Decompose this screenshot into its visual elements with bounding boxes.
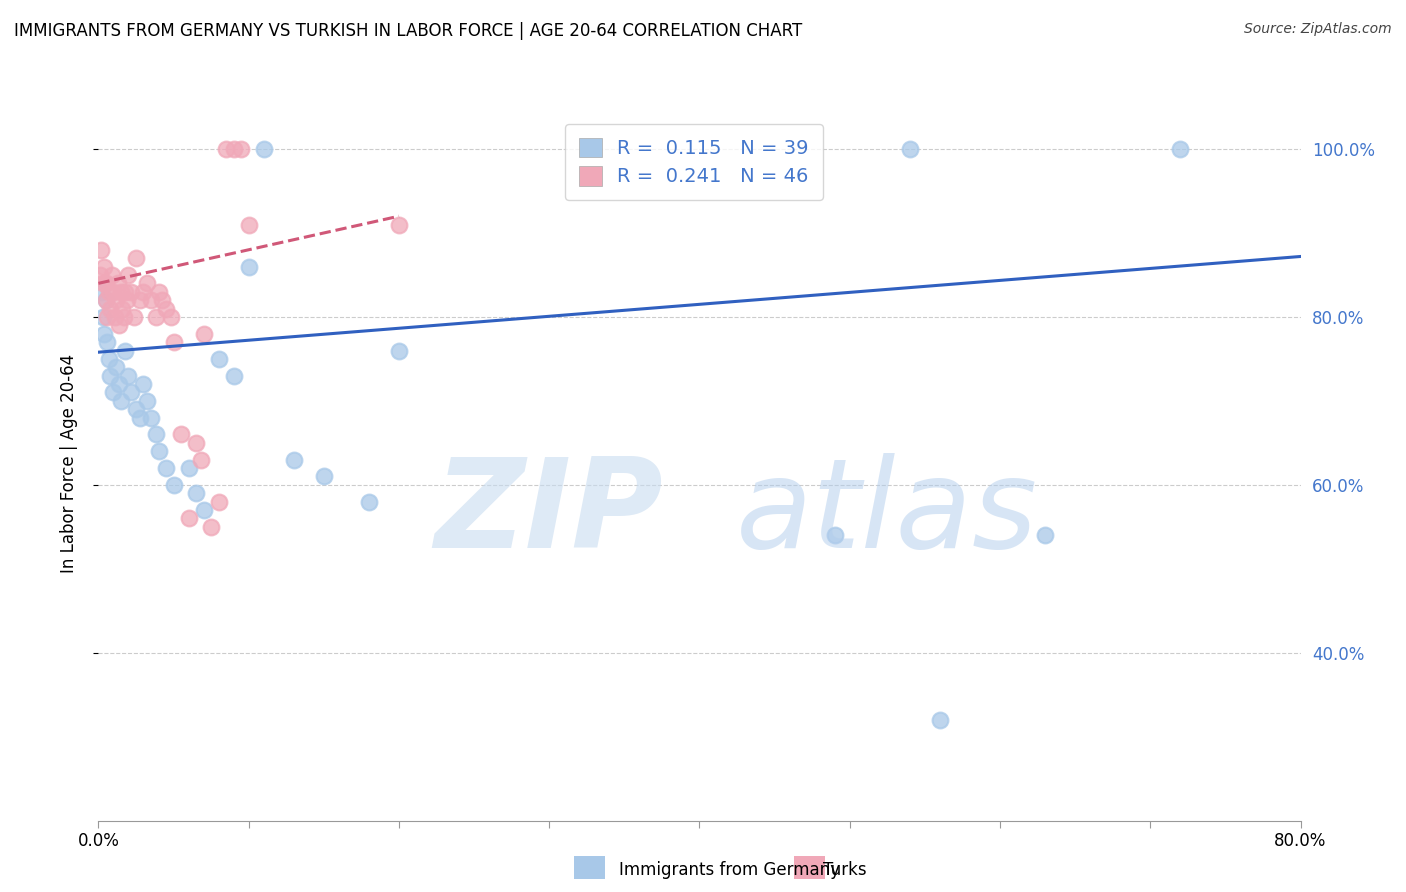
- Point: [215, 142, 238, 156]
- Point: [89, 268, 111, 282]
- Point: [170, 427, 193, 442]
- Point: [312, 469, 335, 483]
- Point: [388, 218, 411, 232]
- Point: [929, 713, 952, 727]
- Text: Source: ZipAtlas.com: Source: ZipAtlas.com: [1244, 22, 1392, 37]
- Point: [283, 452, 305, 467]
- Point: [97, 285, 120, 299]
- Point: [129, 410, 152, 425]
- Point: [155, 301, 177, 316]
- Point: [231, 142, 253, 156]
- Point: [162, 335, 184, 350]
- Point: [253, 142, 276, 156]
- Point: [100, 301, 122, 316]
- Point: [96, 335, 118, 350]
- Point: [208, 351, 231, 366]
- Y-axis label: In Labor Force | Age 20-64: In Labor Force | Age 20-64: [59, 354, 77, 574]
- Point: [159, 310, 181, 324]
- Text: Turks: Turks: [823, 861, 866, 879]
- Point: [824, 528, 846, 542]
- Point: [121, 385, 143, 400]
- Point: [105, 293, 128, 307]
- Point: [208, 494, 231, 508]
- Point: [193, 503, 215, 517]
- Point: [388, 343, 411, 358]
- Point: [184, 486, 207, 500]
- Point: [108, 318, 131, 333]
- Point: [135, 393, 157, 408]
- Point: [145, 427, 167, 442]
- Legend: R =  0.115   N = 39, R =  0.241   N = 46: R = 0.115 N = 39, R = 0.241 N = 46: [565, 124, 823, 200]
- Text: Immigrants from Germany: Immigrants from Germany: [619, 861, 839, 879]
- Point: [105, 360, 128, 375]
- Point: [1033, 528, 1056, 542]
- Point: [117, 368, 139, 383]
- Point: [97, 351, 120, 366]
- Point: [162, 478, 184, 492]
- Point: [193, 326, 215, 341]
- Point: [115, 293, 138, 307]
- Point: [111, 301, 134, 316]
- Point: [155, 461, 177, 475]
- Point: [139, 293, 162, 307]
- Point: [238, 260, 260, 274]
- Point: [177, 461, 200, 475]
- Point: [139, 410, 162, 425]
- Point: [91, 310, 114, 324]
- Point: [132, 377, 155, 392]
- Point: [94, 293, 117, 307]
- Point: [222, 142, 245, 156]
- Point: [222, 368, 245, 383]
- Point: [103, 285, 125, 299]
- Point: [121, 285, 143, 299]
- Point: [114, 285, 136, 299]
- Point: [93, 326, 115, 341]
- Point: [114, 343, 136, 358]
- Point: [238, 218, 260, 232]
- Point: [177, 511, 200, 525]
- Point: [100, 368, 122, 383]
- Point: [125, 251, 148, 265]
- Point: [103, 385, 125, 400]
- Point: [148, 285, 170, 299]
- Point: [101, 268, 124, 282]
- Point: [93, 260, 115, 274]
- Point: [132, 285, 155, 299]
- Point: [112, 310, 135, 324]
- Point: [357, 494, 380, 508]
- Point: [145, 310, 167, 324]
- Point: [108, 377, 131, 392]
- Text: IMMIGRANTS FROM GERMANY VS TURKISH IN LABOR FORCE | AGE 20-64 CORRELATION CHART: IMMIGRANTS FROM GERMANY VS TURKISH IN LA…: [14, 22, 803, 40]
- Point: [129, 293, 152, 307]
- Point: [94, 277, 117, 291]
- Point: [110, 393, 132, 408]
- Point: [184, 435, 207, 450]
- Point: [125, 402, 148, 417]
- Text: ZIP: ZIP: [434, 453, 664, 574]
- Point: [90, 285, 112, 299]
- Point: [148, 444, 170, 458]
- Point: [150, 293, 173, 307]
- Text: atlas: atlas: [735, 453, 1038, 574]
- Point: [135, 277, 157, 291]
- Point: [124, 310, 146, 324]
- Point: [107, 277, 129, 291]
- Point: [1170, 142, 1192, 156]
- Point: [104, 310, 127, 324]
- Point: [200, 520, 222, 534]
- Point: [117, 268, 139, 282]
- Point: [91, 277, 114, 291]
- Point: [190, 452, 212, 467]
- Point: [94, 293, 117, 307]
- Point: [898, 142, 921, 156]
- Point: [96, 310, 118, 324]
- Point: [110, 285, 132, 299]
- Point: [90, 243, 112, 257]
